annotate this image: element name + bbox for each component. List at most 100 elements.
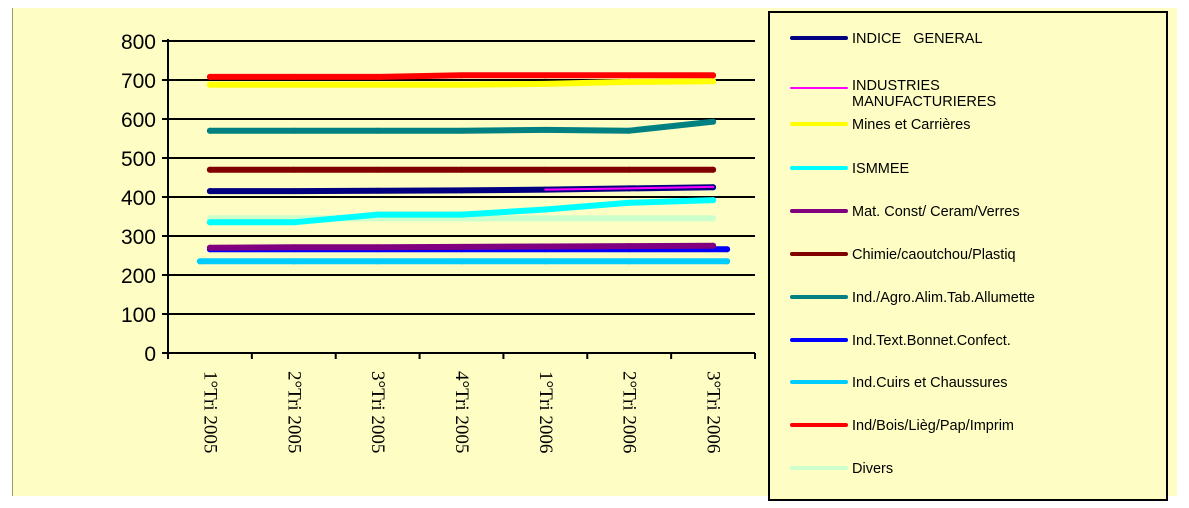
legend-swatch xyxy=(790,166,848,170)
legend-label: Ind./Agro.Alim.Tab.Allumette xyxy=(852,290,1035,306)
legend-label: INDICE GENERAL xyxy=(852,31,983,47)
legend-swatch xyxy=(790,423,848,427)
series-2-point xyxy=(626,78,633,85)
series-6-point xyxy=(458,127,465,134)
legend-label: Ind.Text.Bonnet.Confect. xyxy=(852,333,1011,349)
y-tick-label: 500 xyxy=(121,148,156,171)
y-tick-label: 0 xyxy=(144,343,156,366)
x-tick-labels: 1°Tri 2005 2°Tri 2005 3°Tri 2005 4°Tri 2005… xyxy=(199,371,723,453)
series-7-point xyxy=(724,246,731,253)
legend-label: INDUSTRIES MANUFACTURIERES xyxy=(852,78,997,110)
legend-item: Ind.Text.Bonnet.Confect. xyxy=(770,333,1166,373)
series-0-point xyxy=(458,187,465,194)
series-9-point xyxy=(290,73,297,80)
legend: INDICE GENERAL INDUSTRIES MANUFACTURIERES… xyxy=(768,11,1168,501)
legend-label: Ind.Cuirs et Chaussures xyxy=(852,375,1008,391)
series-2-point xyxy=(374,81,381,88)
y-tick-label: 100 xyxy=(121,304,156,327)
y-tick-label: 600 xyxy=(121,109,156,132)
legend-swatch xyxy=(790,87,848,89)
legend-swatch xyxy=(790,466,848,470)
legend-item: Chimie/caoutchou/Plastiq xyxy=(770,247,1166,287)
series-3-point xyxy=(374,211,381,218)
series-4-point xyxy=(290,244,297,251)
legend-label: Mat. Const/ Ceram/Verres xyxy=(852,204,1020,220)
series-2-point xyxy=(542,80,549,87)
legend-item: Ind./Agro.Alim.Tab.Allumette xyxy=(770,290,1166,330)
y-tick-labels: 0 100 200 300 400 500 600 700 800 xyxy=(121,31,156,366)
y-tick-label: 700 xyxy=(121,70,156,93)
x-tick-label: 2°Tri 2005 xyxy=(283,371,304,453)
legend-item: Mat. Const/ Ceram/Verres xyxy=(770,204,1166,244)
series-8-point xyxy=(196,258,203,265)
series-0-point xyxy=(290,188,297,195)
grid-lines xyxy=(168,40,755,315)
legend-label: Ind/Bois/Lièg/Pap/Imprim xyxy=(852,418,1014,434)
series-3-point xyxy=(206,219,213,226)
legend-label: ISMMEE xyxy=(852,161,910,177)
chart-frame: 0 100 200 300 400 500 600 700 800 1°Tri 2005 2°Tr… xyxy=(12,8,1177,501)
series-6-point xyxy=(710,118,717,125)
series-9-point xyxy=(626,72,633,79)
legend-item: INDICE GENERAL xyxy=(770,31,1166,71)
series-8-point xyxy=(290,258,297,265)
series-6-point xyxy=(542,126,549,133)
series-9-point xyxy=(458,72,465,79)
series-2-point xyxy=(458,81,465,88)
series-9-point xyxy=(374,73,381,80)
series-3-point xyxy=(626,199,633,206)
series-5-point xyxy=(290,166,297,173)
series-5-point xyxy=(710,166,717,173)
series-4-point xyxy=(626,243,633,250)
series-6-point xyxy=(374,127,381,134)
series-5-point xyxy=(626,166,633,173)
series-5-point xyxy=(458,166,465,173)
series-9-point xyxy=(206,73,213,80)
series-8-point xyxy=(458,258,465,265)
series-1-point xyxy=(544,188,547,191)
series-5-point xyxy=(374,166,381,173)
legend-swatch xyxy=(790,122,848,126)
y-tick-label: 200 xyxy=(121,265,156,288)
legend-swatch xyxy=(790,252,848,256)
x-tick-label: 1°Tri 2006 xyxy=(535,371,556,453)
series-4-point xyxy=(542,243,549,250)
series-2-point xyxy=(710,78,717,85)
series-10-point xyxy=(542,215,549,222)
series-9-point xyxy=(710,72,717,79)
legend-item: Ind.Cuirs et Chaussures xyxy=(770,375,1166,415)
y-tick-label: 400 xyxy=(121,187,156,210)
series-8-point xyxy=(542,258,549,265)
series-9-point xyxy=(542,72,549,79)
legend-label: Mines et Carrières xyxy=(852,117,971,133)
legend-item: Ind/Bois/Lièg/Pap/Imprim xyxy=(770,418,1166,458)
series-2-point xyxy=(290,81,297,88)
series-3-point xyxy=(710,197,717,204)
series-4-point xyxy=(710,242,717,249)
series-4-point xyxy=(374,244,381,251)
series-4-point xyxy=(206,244,213,251)
series-10-point xyxy=(626,215,633,222)
legend-swatch xyxy=(790,338,848,342)
series-lines xyxy=(196,72,731,265)
x-tick-label: 2°Tri 2006 xyxy=(619,371,640,453)
series-3-point xyxy=(458,211,465,218)
legend-item: ISMMEE xyxy=(770,161,1166,201)
series-8-point xyxy=(626,258,633,265)
series-6-point xyxy=(206,127,213,134)
series-5-point xyxy=(542,166,549,173)
legend-swatch xyxy=(790,380,848,384)
series-6-point xyxy=(626,127,633,134)
series-5-point xyxy=(206,166,213,173)
axes xyxy=(162,39,756,359)
series-10-point xyxy=(710,215,717,222)
y-tick-label: 800 xyxy=(121,31,156,54)
legend-item: Divers xyxy=(770,461,1166,501)
series-0-point xyxy=(374,187,381,194)
series-1-point xyxy=(712,185,715,188)
legend-label: Divers xyxy=(852,461,894,477)
x-tick-label: 3°Tri 2006 xyxy=(703,371,724,453)
x-tick-label: 1°Tri 2005 xyxy=(199,371,220,453)
series-3-point xyxy=(290,219,297,226)
legend-item: Mines et Carrières xyxy=(770,117,1166,157)
